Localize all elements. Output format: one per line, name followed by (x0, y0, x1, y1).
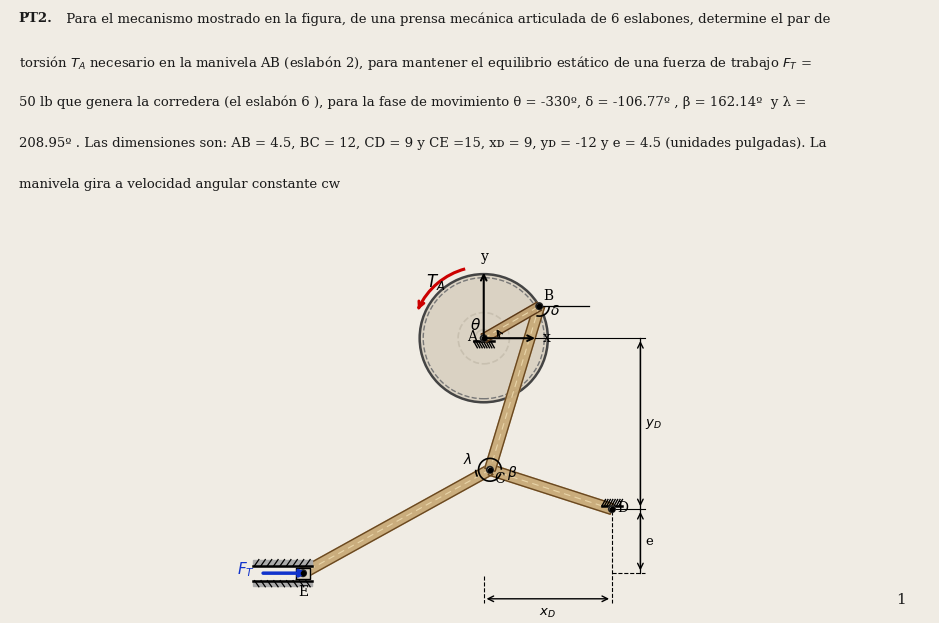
Text: manivela gira a velocidad angular constante cw: manivela gira a velocidad angular consta… (19, 178, 340, 191)
Text: $F_T$: $F_T$ (237, 560, 254, 579)
Text: 1: 1 (897, 594, 906, 607)
Polygon shape (485, 305, 545, 472)
Circle shape (300, 570, 306, 576)
Polygon shape (254, 560, 312, 566)
Polygon shape (488, 465, 613, 514)
Polygon shape (254, 581, 312, 586)
Circle shape (608, 506, 615, 512)
Text: $y_D$: $y_D$ (645, 417, 662, 430)
Circle shape (536, 303, 543, 309)
Text: $x_D$: $x_D$ (539, 607, 556, 620)
Text: 50 lb que genera la corredera (el eslabón 6 ), para la fase de movimiento θ = -3: 50 lb que genera la corredera (el eslabó… (19, 95, 806, 109)
Text: e: e (645, 535, 654, 548)
Polygon shape (300, 465, 493, 578)
Text: $T_A$: $T_A$ (426, 272, 445, 292)
Text: $\lambda$: $\lambda$ (463, 452, 472, 467)
Polygon shape (482, 302, 542, 342)
Text: torsión $T_A$ necesario en la manivela AB (eslabón 2), para mantener el equilibr: torsión $T_A$ necesario en la manivela A… (19, 54, 811, 72)
Text: D: D (617, 501, 628, 515)
Text: $\delta$: $\delta$ (550, 303, 560, 318)
Text: Para el mecanismo mostrado en la figura, de una prensa mecánica articulada de 6 : Para el mecanismo mostrado en la figura,… (62, 12, 830, 26)
Circle shape (420, 274, 547, 402)
Text: C: C (494, 472, 505, 486)
Text: $\beta$: $\beta$ (507, 464, 517, 482)
Text: y: y (481, 250, 489, 264)
Text: $\theta$: $\theta$ (470, 317, 481, 333)
Text: B: B (543, 288, 553, 303)
Text: 208.95º . Las dimensiones son: AB = 4.5, BC = 12, CD = 9 y CE =15, xᴅ = 9, yᴅ = : 208.95º . Las dimensiones son: AB = 4.5,… (19, 137, 826, 150)
Circle shape (486, 467, 493, 473)
Polygon shape (296, 568, 310, 579)
Text: x: x (543, 331, 550, 345)
Circle shape (481, 335, 487, 341)
Text: PT2.: PT2. (19, 12, 53, 26)
Text: A: A (468, 330, 477, 345)
Text: E: E (298, 585, 308, 599)
